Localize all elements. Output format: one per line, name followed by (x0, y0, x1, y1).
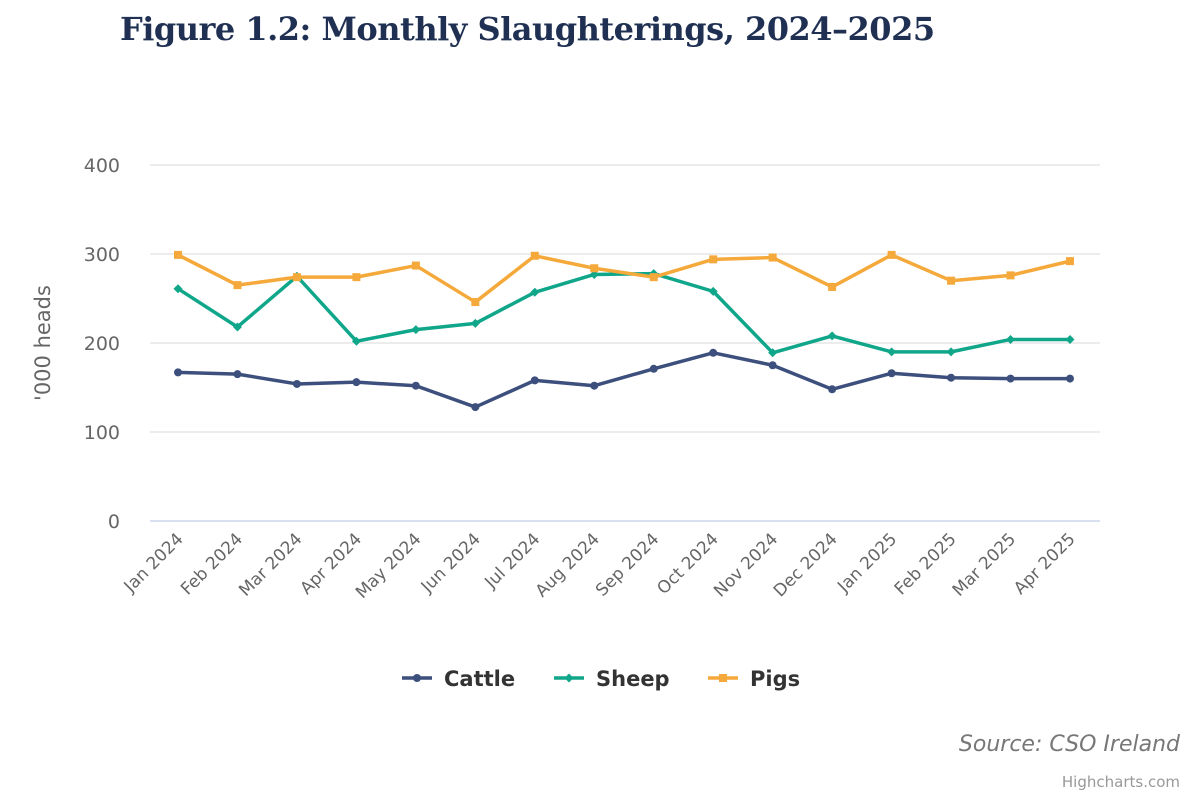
sheep-point[interactable] (827, 331, 837, 341)
sheep-point[interactable] (173, 284, 183, 294)
legend-pigs-point (719, 674, 727, 682)
pigs-point[interactable] (1066, 257, 1074, 266)
cattle-line[interactable] (176, 351, 1072, 409)
x-tick-label: Mar 2024 (235, 529, 306, 600)
legend-item-cattle[interactable]: Cattle (402, 667, 515, 691)
legend-item-sheep[interactable]: Sheep (554, 667, 670, 691)
sheep-point[interactable] (946, 347, 956, 357)
sheep-point[interactable] (887, 347, 897, 357)
legend-label: Sheep (596, 667, 670, 691)
cattle-series (174, 348, 1074, 412)
legend-label: Pigs (750, 667, 800, 691)
pigs-point[interactable] (947, 276, 956, 285)
sheep-series (173, 269, 1075, 358)
y-axis-ticks: 0 100 200 300 400 (84, 155, 120, 533)
sheep-point[interactable] (768, 348, 778, 358)
y-tick-label: 400 (84, 155, 120, 177)
highcharts-credit-link[interactable]: Highcharts.com (1061, 773, 1180, 791)
pigs-point[interactable] (649, 273, 658, 282)
sheep-point[interactable] (530, 287, 540, 297)
cattle-point[interactable] (590, 381, 599, 390)
x-tick-label: Apr 2025 (1010, 529, 1079, 598)
pigs-line[interactable] (176, 253, 1072, 304)
pigs-point[interactable] (292, 273, 301, 282)
cattle-point[interactable] (471, 403, 480, 412)
pigs-point[interactable] (411, 261, 420, 270)
cattle-point[interactable] (233, 370, 242, 379)
pigs-point[interactable] (471, 298, 480, 307)
cattle-point[interactable] (887, 369, 896, 378)
pigs-point[interactable] (174, 250, 182, 259)
y-tick-label: 100 (84, 422, 120, 444)
pigs-point[interactable] (590, 264, 599, 273)
y-axis-label: '000 heads (31, 285, 55, 401)
sheep-point[interactable] (470, 318, 480, 328)
x-tick-label: Jun 2024 (417, 529, 485, 597)
cattle-point[interactable] (947, 373, 956, 382)
sheep-point[interactable] (232, 322, 242, 332)
x-tick-label: May 2024 (352, 529, 425, 602)
x-tick-label: Jan 2025 (833, 529, 901, 597)
pigs-point[interactable] (887, 250, 896, 259)
grid-lines (150, 164, 1100, 522)
x-tick-label: Dec 2024 (770, 529, 842, 601)
x-tick-label: Mar 2025 (949, 529, 1020, 600)
series-layer (173, 250, 1075, 412)
x-tick-label: Sep 2024 (592, 529, 663, 600)
y-tick-label: 0 (108, 511, 120, 533)
cattle-point[interactable] (411, 381, 420, 390)
cattle-point[interactable] (352, 378, 361, 387)
y-tick-label: 300 (84, 244, 120, 266)
sheep-point[interactable] (351, 336, 361, 346)
cattle-point[interactable] (709, 348, 718, 357)
pigs-point[interactable] (768, 253, 777, 262)
x-tick-label: Aug 2024 (532, 529, 604, 601)
cattle-point[interactable] (828, 385, 837, 394)
cattle-point[interactable] (1006, 374, 1015, 383)
cattle-point[interactable] (768, 361, 777, 370)
pigs-point[interactable] (530, 251, 539, 260)
y-tick-label: 200 (84, 333, 120, 355)
pigs-point[interactable] (828, 282, 837, 291)
legend-label: Cattle (444, 667, 515, 691)
legend-item-pigs[interactable]: Pigs (708, 667, 800, 691)
legend-sheep-point (564, 673, 574, 683)
cattle-point[interactable] (292, 379, 301, 388)
pigs-series (174, 250, 1074, 307)
x-tick-label: Nov 2024 (710, 529, 782, 601)
sheep-line[interactable] (176, 271, 1072, 355)
sheep-point[interactable] (708, 286, 718, 296)
cattle-point[interactable] (1066, 374, 1074, 383)
pigs-point[interactable] (233, 281, 242, 290)
sheep-point[interactable] (1065, 334, 1075, 344)
pigs-point[interactable] (709, 255, 718, 264)
cattle-point[interactable] (530, 376, 539, 385)
source-note: Source: CSO Ireland (958, 732, 1180, 757)
legend-cattle-point (413, 674, 421, 682)
sheep-point[interactable] (1006, 334, 1016, 344)
chart-title: Figure 1.2: Monthly Slaughterings, 2024–… (120, 10, 935, 48)
sheep-point[interactable] (411, 325, 421, 335)
pigs-point[interactable] (1006, 271, 1015, 280)
x-tick-label: Jan 2024 (120, 529, 188, 597)
pigs-point[interactable] (352, 273, 361, 282)
cattle-point[interactable] (174, 368, 182, 377)
cattle-point[interactable] (649, 364, 658, 373)
legend[interactable]: Cattle Sheep Pigs (402, 667, 800, 691)
